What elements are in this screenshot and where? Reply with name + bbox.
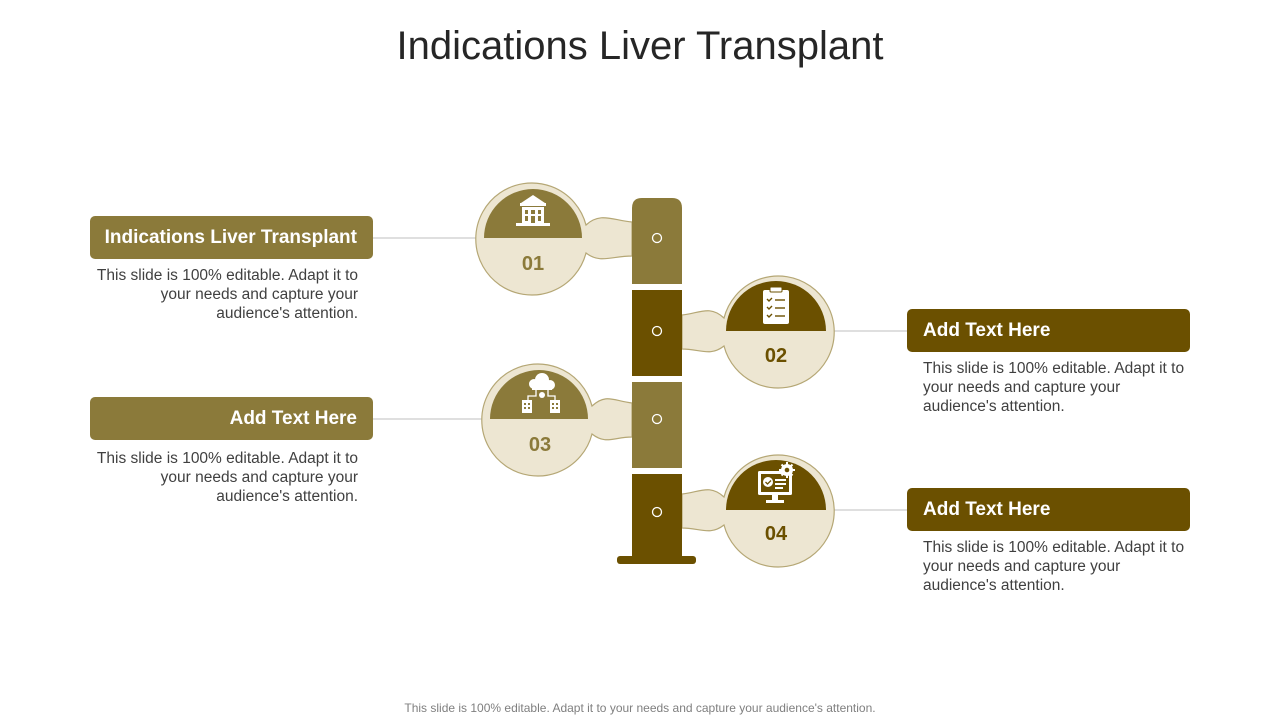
node-dot-02 [651,325,663,337]
node-dot-03 [651,413,663,425]
hospital-building-icon [516,195,550,226]
node-dot-01 [651,232,663,244]
step-bulb-04 [681,454,835,568]
step-number-02: 02 [764,345,788,367]
page-title: Indications Liver Transplant [396,24,884,68]
step-description-04: This slide is 100% editable. Adapt it to… [923,539,1185,594]
step-number-01: 01 [521,253,545,275]
step-heading-03: Add Text Here [90,397,373,440]
cloud-network-icon [522,373,560,413]
footer-note: This slide is 100% editable. Adapt it to… [404,701,876,715]
step-description-03: This slide is 100% editable. Adapt it to… [96,450,358,505]
node-dot-04 [651,506,663,518]
step-heading-04: Add Text Here [907,488,1190,531]
step-number-03: 03 [528,434,552,456]
step-heading-01: Indications Liver Transplant [90,216,373,259]
step-bulb-01 [475,182,633,296]
clipboard-checklist-icon [763,286,789,324]
step-bulb-02 [681,275,835,389]
monitor-settings-icon [758,462,795,503]
step-bulb-03 [481,363,633,477]
step-description-01: This slide is 100% editable. Adapt it to… [96,267,358,322]
step-number-04: 04 [764,523,788,545]
step-heading-02: Add Text Here [907,309,1190,352]
step-description-02: This slide is 100% editable. Adapt it to… [923,360,1185,415]
